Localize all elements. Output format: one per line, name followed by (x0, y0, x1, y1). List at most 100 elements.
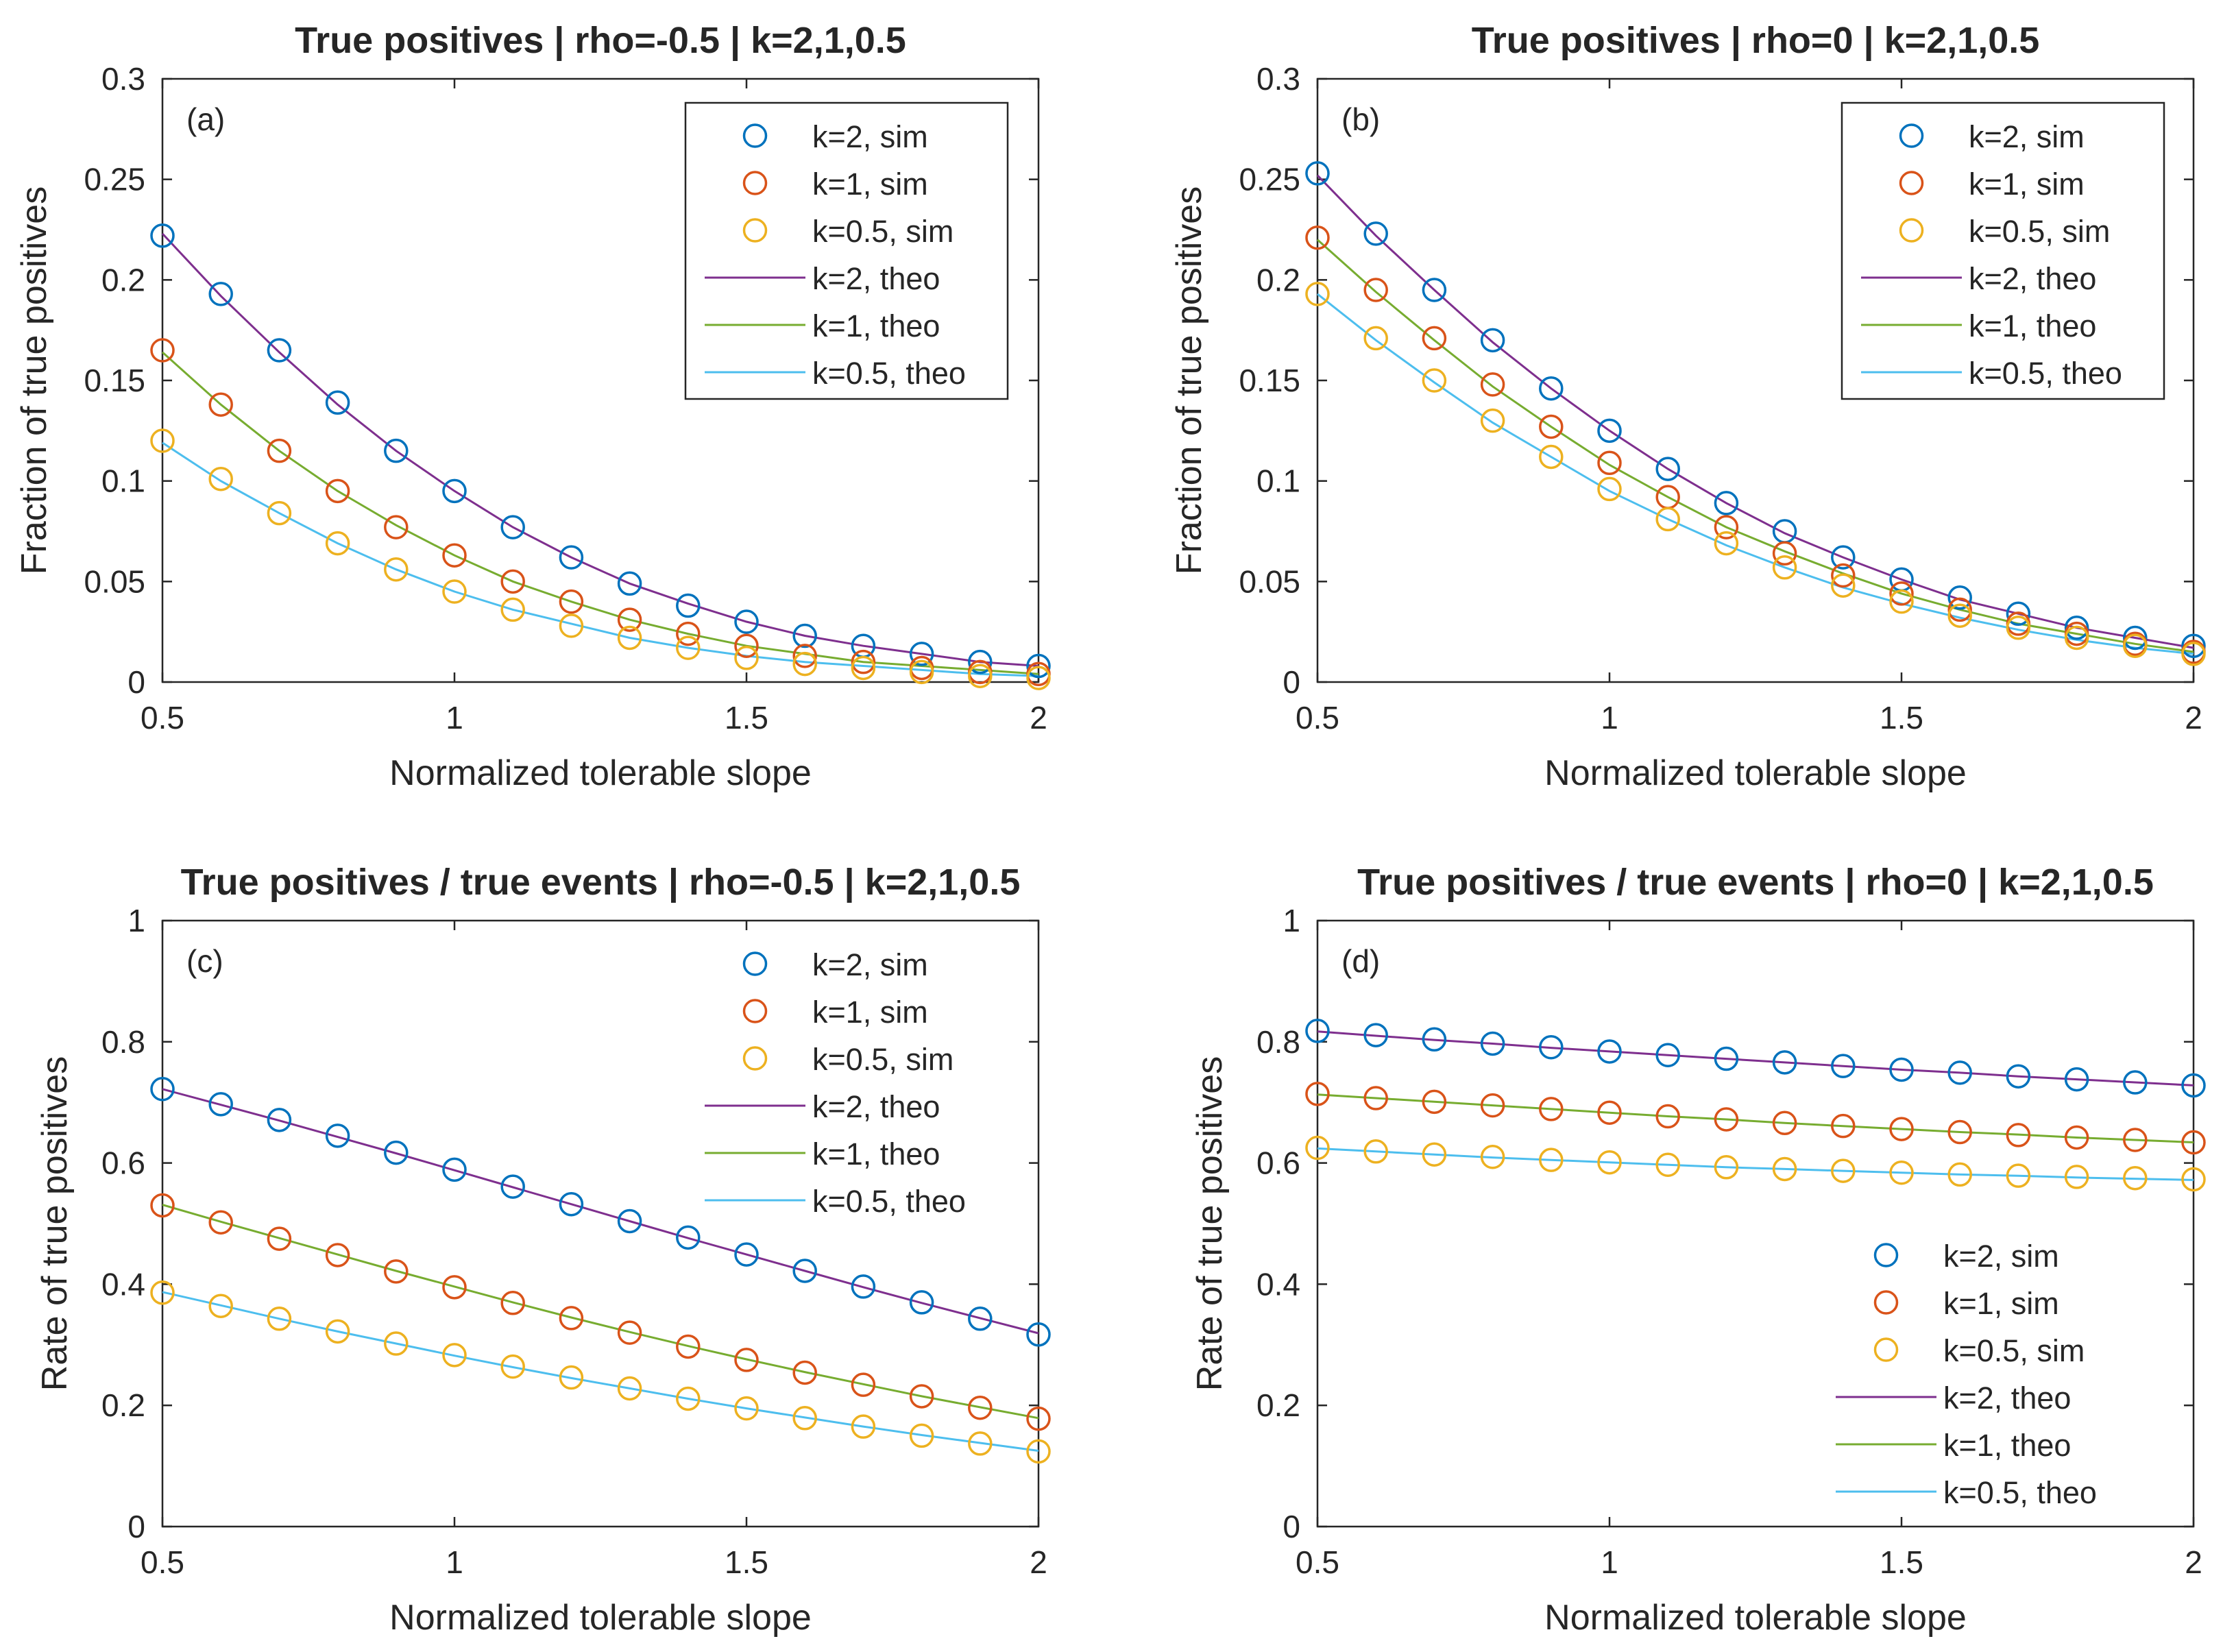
data-point (1714, 515, 1739, 539)
legend-entry: k=0.5, theo (1943, 1475, 2097, 1510)
legend-entry: k=1, sim (812, 995, 928, 1030)
panel-label: (a) (186, 101, 225, 137)
data-point (1772, 519, 1797, 544)
y-tick-label: 0.05 (1239, 563, 1300, 599)
data-point (1363, 326, 1388, 351)
data-point (1947, 585, 1972, 610)
x-tick-label: 1.5 (725, 700, 768, 736)
y-tick-label: 0.6 (1256, 1145, 1300, 1181)
data-point (442, 1157, 467, 1182)
data-point (1772, 555, 1797, 580)
x-tick-label: 1.5 (725, 1544, 768, 1580)
data-point (1305, 1135, 1330, 1161)
y-tick-label: 0 (1283, 1509, 1300, 1544)
x-tick-label: 2 (2185, 1544, 2202, 1580)
x-axis-label: Normalized tolerable slope (1544, 1598, 1967, 1638)
data-point (617, 607, 642, 632)
data-point (1947, 1162, 1972, 1187)
y-axis-label: Fraction of true positives (14, 186, 54, 574)
y-tick-label: 1 (1283, 903, 1300, 938)
data-point (1947, 597, 1972, 622)
data-point (500, 597, 525, 622)
data-point (617, 571, 642, 596)
y-axis-label: Rate of true positives (1190, 1056, 1230, 1391)
legend-entry: k=1, sim (812, 167, 928, 202)
legend-entry: k=0.5, sim (812, 214, 953, 249)
data-point (384, 1331, 409, 1356)
data-point (2181, 1073, 2206, 1098)
y-tick-label: 0 (127, 1509, 145, 1544)
x-axis-label: Normalized tolerable slope (389, 753, 812, 793)
data-point (2064, 616, 2089, 640)
chart-panel-b: 0.5 1 1.5 2 0 0.05 0.1 0.15 0.2 0.25 0.3 True posit… (1169, 20, 2206, 793)
data-point (1831, 1113, 1856, 1139)
y-tick-label: 0.2 (101, 262, 145, 297)
data-point (909, 1290, 934, 1315)
data-point (1597, 1039, 1622, 1064)
y-tick-label: 0.3 (1256, 61, 1300, 97)
legend-entry: k=0.5, sim (1969, 214, 2110, 249)
data-point (559, 545, 584, 570)
data-point (792, 644, 817, 668)
data-point (1480, 1031, 1505, 1056)
data-point (851, 1414, 876, 1439)
legend-frame (1841, 101, 2165, 400)
data-point (500, 1354, 525, 1379)
data-point (968, 664, 993, 688)
data-point (500, 1291, 525, 1315)
data-point (734, 646, 759, 670)
data-point (2123, 1165, 2148, 1191)
data-point (1655, 1043, 1680, 1067)
data-point (1026, 1439, 1051, 1464)
data-point (2181, 633, 2206, 658)
y-tick-label: 0.1 (101, 463, 145, 499)
data-point (734, 609, 759, 634)
legend-entry: k=1, sim (1969, 167, 2085, 202)
data-point (1947, 1119, 1972, 1145)
data-point (2123, 633, 2148, 658)
data-point (384, 1140, 409, 1165)
data-point (267, 1307, 292, 1331)
data-point (267, 1108, 292, 1132)
legend: k=2, sim k=1, sim k=0.5, sim k=2, theo k=1, … (705, 947, 966, 1219)
legend-marker (742, 171, 768, 195)
data-point (559, 1306, 584, 1331)
y-tick-label: 0.25 (84, 162, 145, 197)
data-point (208, 1210, 233, 1235)
y-axis-label: Fraction of true positives (1169, 186, 1209, 574)
data-point (734, 1242, 759, 1267)
data-point (676, 1386, 701, 1411)
data-point (617, 1208, 642, 1234)
data-point (442, 1275, 467, 1300)
y-tick-label: 0.25 (1239, 162, 1300, 197)
y-tick-label: 0.05 (84, 563, 145, 599)
y-tick-label: 0 (127, 664, 145, 700)
data-point (1889, 1057, 1914, 1082)
x-tick-label: 0.5 (141, 700, 184, 736)
data-point (1831, 545, 1856, 570)
legend-entry: k=1, theo (1943, 1428, 2071, 1463)
legend: k=2, sim k=1, sim k=0.5, sim k=2, theo k=1, … (684, 101, 1009, 400)
series-line-k-0-5-theo (162, 1291, 1039, 1452)
data-point (442, 579, 467, 604)
legend-marker (1899, 171, 1924, 195)
data-point (325, 531, 350, 556)
data-point (2123, 625, 2148, 651)
data-point (1363, 1139, 1388, 1164)
data-point (150, 1280, 175, 1305)
data-point (909, 642, 934, 666)
data-point (1655, 1152, 1680, 1178)
data-point (442, 478, 467, 504)
data-point (325, 1123, 350, 1148)
data-point (1422, 368, 1447, 393)
legend-entry: k=2, sim (1943, 1239, 2059, 1274)
data-point (1831, 573, 1856, 598)
y-tick-label: 0.4 (1256, 1266, 1300, 1302)
chart-title: True positives | rho=-0.5 | k=2,1,0.5 (295, 20, 906, 62)
data-point (1026, 666, 1051, 690)
data-point (1831, 563, 1856, 588)
data-point (500, 569, 525, 594)
chart-title: True positives / true events | rho=0 | k… (1357, 862, 2154, 903)
data-point (267, 338, 292, 363)
